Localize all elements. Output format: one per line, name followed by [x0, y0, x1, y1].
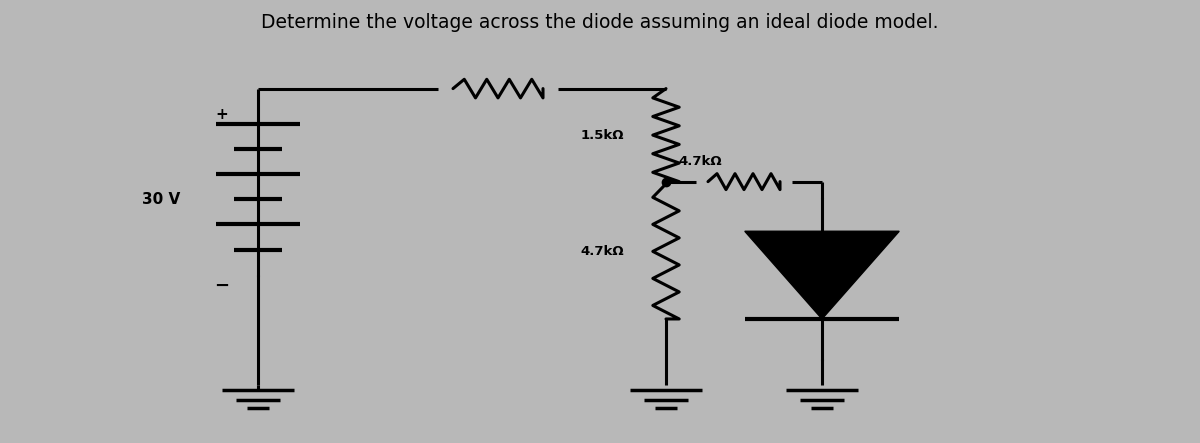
- Text: 4.7kΩ: 4.7kΩ: [678, 155, 721, 168]
- Text: +: +: [216, 107, 228, 122]
- Text: Determine the voltage across the diode assuming an ideal diode model.: Determine the voltage across the diode a…: [262, 13, 938, 32]
- Polygon shape: [745, 231, 899, 319]
- Text: 4.7kΩ: 4.7kΩ: [581, 245, 624, 258]
- Text: 1.5kΩ: 1.5kΩ: [581, 128, 624, 142]
- Text: 30 V: 30 V: [142, 192, 180, 207]
- Text: −: −: [215, 277, 229, 295]
